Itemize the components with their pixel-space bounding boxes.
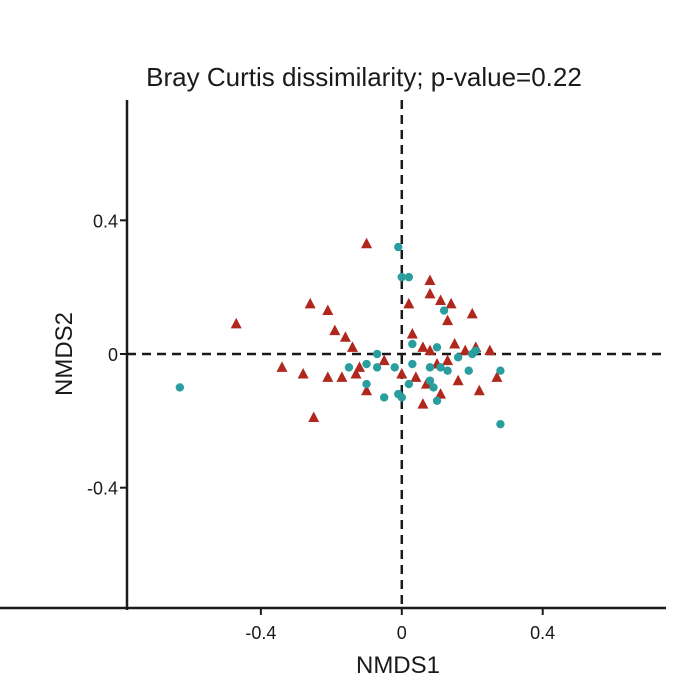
triangle-point [396,368,408,379]
y-axis-ticks: 0.4 0 -0.4 [87,211,127,499]
triangle-point [424,274,436,285]
triangle-point [346,341,358,352]
circle-point [443,366,452,375]
triangle-point [354,361,366,372]
triangle-point [417,398,429,409]
triangle-point [449,337,461,349]
circle-point [397,272,406,282]
triangle-point [350,368,362,379]
circle-point [372,349,382,359]
circle-point [429,383,438,392]
triangle-point [336,371,348,382]
circle-point [496,366,505,375]
circle-point [404,272,414,282]
triangle-point [230,317,242,329]
y-tick-label: 0.4 [93,211,118,231]
circle-point [436,363,445,372]
data-points [175,237,505,429]
circle-point [394,242,403,252]
triangle-point [445,297,457,309]
triangle-point [442,354,454,366]
triangle-point [322,304,334,316]
circle-point [362,379,371,389]
circle-point [175,383,185,392]
circle-point [362,359,371,369]
triangle-point [403,297,415,309]
triangle-point [452,374,464,386]
circle-point [425,363,435,372]
triangle-point [466,307,478,319]
x-tick-label: 0 [397,623,407,643]
triangle-point [297,368,309,379]
y-tick-label: -0.4 [87,479,118,499]
circle-point [432,343,442,352]
triangle-point [417,341,429,352]
triangle-point [361,384,373,396]
chart-title: Bray Curtis dissimilarity; p-value=0.22 [146,62,582,92]
triangle-point [435,294,447,306]
circle-point [432,396,442,405]
circle-point [471,346,480,355]
triangle-point [491,371,503,382]
x-tick-label: 0.4 [530,623,555,643]
circle-point [453,353,463,362]
x-axis-ticks: -0.4 0 0.4 [245,608,555,643]
circle-point [344,363,354,372]
circle-point [408,339,417,349]
triangle-point [435,388,447,399]
circle-point [464,366,473,375]
triangle-point [308,411,320,422]
circle-point [379,393,389,402]
triangle-point [361,237,373,249]
circle-point [372,363,382,372]
triangle-point [339,331,351,342]
y-axis-title: NMDS2 [51,312,78,396]
triangle-point [424,344,436,356]
triangle-point [329,324,341,336]
triangle-point [276,361,288,372]
triangle-point [473,384,485,396]
x-tick-label: -0.4 [245,623,276,643]
triangle-point [459,344,471,356]
circle-point [397,393,406,402]
triangle-point [442,314,454,326]
triangle-point [424,287,436,299]
x-axis-title: NMDS1 [356,652,440,676]
circle-point [404,379,414,389]
circle-point [390,363,399,372]
circle-point [439,306,449,315]
triangle-point [304,297,316,309]
triangle-point [420,378,432,389]
circle-point [425,376,435,385]
triangle-point [322,371,334,382]
triangle-point [484,344,496,356]
y-tick-label: 0 [108,345,118,365]
circle-point [496,419,505,429]
triangle-point [410,371,422,382]
circle-point [408,359,417,369]
triangle-point [406,327,418,339]
triangle-point [378,354,390,366]
